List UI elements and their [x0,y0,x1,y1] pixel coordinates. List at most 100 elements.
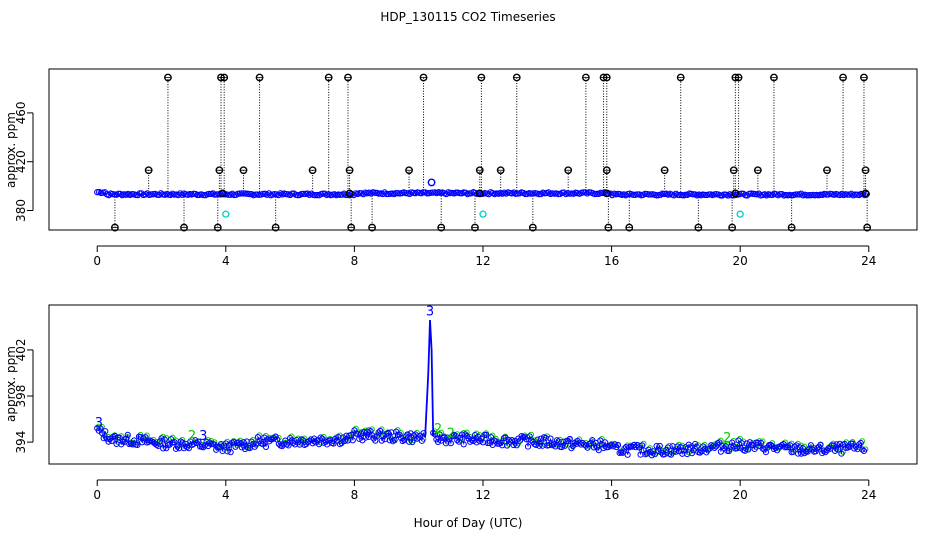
top-data-point [630,191,637,198]
bottom-data-point [780,440,787,448]
top-data-point [319,190,327,197]
top-outlier-point [863,223,872,232]
top-outlier-point [753,166,762,175]
bottom-data-point [513,442,520,449]
bottom-point-label: 2 [447,427,455,442]
bottom-data-point [140,435,147,442]
bottom-data-point [158,435,165,442]
bottom-point-label: 2 [434,422,442,437]
bottom-data-point [396,431,403,438]
top-outlier-point [475,166,484,175]
bottom-data-point [716,439,723,446]
bottom-data-point [391,437,398,444]
bottom-data-point [806,445,813,453]
bottom-green-point [369,426,375,433]
bottom-data-point [478,435,485,442]
bottom-green-point [769,440,776,446]
top-outlier-point [581,73,590,82]
bottom-green-point [576,436,583,443]
bottom-point-label: 2 [723,431,731,446]
bottom-data-point [100,435,107,442]
bottom-data-point [757,439,765,447]
bottom-data-point [182,440,189,447]
bottom-green-point [666,442,673,449]
bottom-data-point [385,430,392,437]
bottom-data-point [582,442,589,449]
bottom-data-point [812,448,819,455]
bottom-data-point [232,443,239,450]
top-data-point [682,191,689,198]
bottom-green-point [301,435,308,442]
bottom-y-tick-label: 402 [14,338,28,361]
bottom-data-point [473,439,480,446]
bottom-data-point [470,437,477,445]
top-data-point [535,190,543,198]
bottom-y-tick-label: 394 [14,431,28,454]
top-data-point [265,190,273,197]
top-outlier-point [625,223,634,232]
bottom-data-point [841,440,848,448]
bottom-green-point [460,430,467,436]
bottom-data-point [801,450,808,457]
bottom-x-tick-label: 20 [733,488,748,502]
bottom-data-point [656,442,663,450]
bottom-green-point [95,423,102,430]
bottom-x-tick-label: 0 [93,488,101,502]
bottom-data-point [754,439,761,446]
top-x-tick-label: 16 [604,254,619,268]
top-outlier-point [604,223,613,232]
bottom-data-point [717,448,724,455]
bottom-data-point [349,437,356,444]
top-outlier-point [220,73,229,82]
top-cyan-point [479,210,487,218]
bottom-data-point [729,439,736,446]
bottom-data-point [163,445,170,452]
bottom-data-point [222,440,229,447]
top-outlier-point [512,73,521,82]
top-outlier-point [676,73,685,82]
bottom-green-point [256,432,263,439]
bottom-green-point [438,429,445,436]
bottom-x-tick-label: 8 [351,488,359,502]
top-data-point [259,190,267,198]
bottom-green-point [463,429,470,436]
bottom-data-point [185,445,192,452]
bottom-data-point [227,449,234,456]
top-y-tick-label: 420 [14,150,28,173]
bottom-data-point [340,434,347,441]
top-data-point [383,190,390,198]
bottom-data-point [160,445,167,452]
bottom-green-point [118,433,125,439]
top-outlier-point [861,189,870,198]
bottom-green-point [288,433,295,440]
top-data-point [755,190,762,197]
bottom-data-point [712,443,720,450]
bottom-data-point [404,431,411,438]
bottom-data-point [774,447,781,454]
bottom-data-point [524,443,532,450]
bottom-green-point [701,441,708,448]
bottom-data-point [389,438,397,445]
bottom-data-point [357,430,364,437]
top-outlier-point [729,166,738,175]
top-outlier-point [731,189,740,198]
bottom-data-point [224,448,231,455]
bottom-data-point [745,446,752,453]
top-data-point [844,191,851,198]
top-outlier-point [564,166,573,175]
top-x-tick-label: 4 [222,254,230,268]
bottom-data-point [584,444,591,451]
top-data-point [634,191,641,198]
bottom-data-point [177,438,184,445]
top-outlier-point [345,166,354,175]
top-blue-outlier-point [427,178,436,187]
top-data-point [805,192,813,199]
bottom-data-point [558,444,565,451]
top-data-point [300,190,307,198]
bottom-data-point [434,438,442,446]
bottom-data-point [174,443,181,450]
top-x-tick-label: 12 [475,254,490,268]
bottom-data-point [860,447,868,455]
bottom-data-point [240,439,247,446]
top-plot-frame [48,68,918,231]
